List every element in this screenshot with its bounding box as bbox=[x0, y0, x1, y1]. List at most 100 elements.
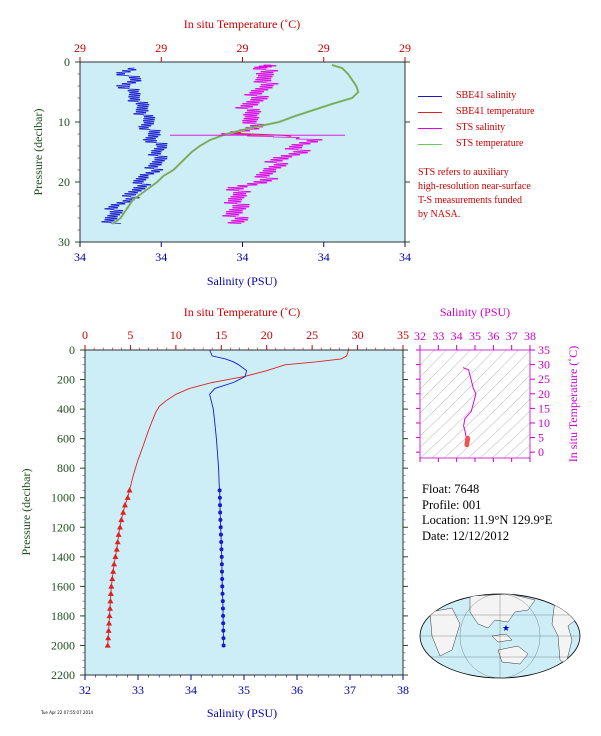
legend-label-sts-salinity: STS salinity bbox=[456, 122, 506, 133]
ts-isopycnal bbox=[491, 422, 530, 458]
profile-salinity-marker bbox=[219, 554, 224, 559]
profile-sal-tick-label: 36 bbox=[291, 683, 303, 697]
profile-panel: 0 5 10 15 20 25 30 35 32 33 34 35 36 37 38 0 200 400 600 80… bbox=[19, 305, 409, 720]
profile-salinity-marker bbox=[218, 525, 223, 530]
profile-temperature-marker bbox=[114, 538, 121, 545]
ts-isopycnal bbox=[515, 445, 530, 458]
profile-temperature-marker bbox=[105, 634, 112, 641]
top-sal-tick-label: 34 bbox=[74, 250, 86, 264]
profile-temperature-marker bbox=[115, 531, 122, 537]
sts-temperature-overlay bbox=[112, 64, 359, 225]
sts-note-line: T-S measurements funded bbox=[418, 195, 523, 206]
profile-pressure-tick-label: 200 bbox=[57, 373, 75, 387]
profile-sal-tick-label: 35 bbox=[238, 683, 250, 697]
sts-note-line: high-resolution near-surface bbox=[418, 181, 531, 192]
profile-pressure-tick-label: 1800 bbox=[51, 609, 75, 623]
ts-temp-tick-label: 25 bbox=[538, 372, 550, 386]
legend: SBE41 salinity SBE41 temperature STS sal… bbox=[418, 88, 535, 152]
profile-temperature-marker bbox=[118, 516, 125, 523]
profile-salinity-marker bbox=[218, 510, 223, 515]
ts-sal-tick-label: 35 bbox=[469, 329, 481, 343]
profile-temperature-marker bbox=[105, 627, 112, 633]
timestamp-footnote: Tue Apr 22 07:55:07 2014 bbox=[41, 710, 94, 715]
top-sal-tick-label: 34 bbox=[399, 250, 411, 264]
ts-temp-tick-label: 30 bbox=[538, 358, 550, 372]
profile-salinity-marker bbox=[221, 643, 226, 648]
profile-temperature-marker bbox=[108, 583, 115, 589]
ts-salinity-axis-label: Salinity (PSU) bbox=[440, 305, 510, 319]
legend-item-sbe-salinity: SBE41 salinity bbox=[418, 88, 535, 104]
profile-pressure-tick-label: 1000 bbox=[51, 491, 75, 505]
profile-temp-tick-label: 30 bbox=[352, 328, 364, 342]
ts-isopycnal bbox=[443, 374, 530, 458]
top-sal-tick-label: 34 bbox=[237, 250, 249, 264]
sts-note-line: by NASA. bbox=[418, 209, 461, 220]
sts-note-line: STS refers to auxiliary bbox=[418, 167, 509, 178]
location-map: ★ bbox=[419, 593, 581, 679]
top-temp-tick-label: 29 bbox=[318, 41, 330, 55]
profile-pressure-tick-label: 400 bbox=[57, 402, 75, 416]
top-pressure-axis-label: Pressure (decibar) bbox=[31, 109, 45, 196]
legend-swatch-sts-temperature bbox=[418, 143, 442, 145]
profile-pressure-tick-label: 800 bbox=[57, 461, 75, 475]
profile-pressure-tick-label: 600 bbox=[57, 432, 75, 446]
profile-temperature-marker bbox=[106, 612, 113, 619]
profile-temperature-marker bbox=[104, 642, 111, 648]
profile-salinity-marker bbox=[218, 532, 223, 537]
profile-temperature-marker bbox=[110, 568, 117, 574]
profile-salinity-marker bbox=[218, 517, 223, 522]
float-id: Float: 7648 bbox=[422, 482, 480, 496]
top-pressure-tick-label: 0 bbox=[64, 55, 70, 69]
profile-sal-tick-label: 34 bbox=[185, 683, 197, 697]
profile-temperature-marker bbox=[109, 575, 116, 582]
top-pressure-tick-label: 20 bbox=[58, 175, 70, 189]
ts-temperature-axis-label: In situ Temperature (˚C) bbox=[566, 346, 580, 463]
profile-temp-tick-label: 15 bbox=[215, 328, 227, 342]
profile-temperature-marker bbox=[126, 487, 133, 493]
profile-salinity-marker bbox=[220, 606, 225, 611]
profile-temperature-marker bbox=[107, 590, 114, 596]
profile-salinity-axis-label: Salinity (PSU) bbox=[207, 706, 277, 720]
ts-temp-tick-label: 15 bbox=[538, 401, 550, 415]
profile-temperature-marker bbox=[111, 561, 118, 567]
profile-temperature-marker bbox=[124, 494, 131, 500]
ts-sal-tick-label: 33 bbox=[432, 329, 444, 343]
ts-temp-tick-label: 0 bbox=[538, 445, 544, 459]
profile-pressure-tick-label: 0 bbox=[69, 343, 75, 357]
profile-salinity-marker bbox=[220, 569, 225, 574]
profile-pressure-tick-label: 2000 bbox=[51, 638, 75, 652]
profile-sal-tick-label: 37 bbox=[344, 683, 356, 697]
profile-salinity-marker bbox=[220, 576, 225, 581]
map-land-asia bbox=[469, 594, 536, 629]
ts-isopycnal bbox=[420, 350, 447, 378]
ts-isopycnal bbox=[420, 350, 507, 437]
ts-sal-tick-label: 32 bbox=[414, 329, 426, 343]
profile-temperature-marker bbox=[106, 605, 113, 611]
legend-item-sts-temperature: STS temperature bbox=[418, 136, 535, 152]
profile-temp-tick-label: 5 bbox=[127, 328, 133, 342]
profile-temp-tick-label: 10 bbox=[170, 328, 182, 342]
ts-temp-tick-label: 20 bbox=[538, 387, 550, 401]
ts-temp-tick-label: 35 bbox=[538, 343, 550, 357]
legend-swatch-sts-salinity bbox=[418, 127, 442, 129]
profile-temperature-marker bbox=[116, 524, 123, 530]
legend-label-sbe-temperature: SBE41 temperature bbox=[456, 106, 535, 117]
ts-isopycnal bbox=[420, 350, 435, 366]
profile-temp-tick-label: 35 bbox=[397, 328, 409, 342]
float-location-marker: ★ bbox=[502, 623, 510, 633]
profile-salinity-marker bbox=[217, 488, 222, 493]
profile-temperature-line bbox=[107, 349, 349, 646]
top-pressure-tick-label: 10 bbox=[58, 115, 70, 129]
profile-temp-tick-label: 20 bbox=[261, 328, 273, 342]
profile-temperature-marker bbox=[106, 620, 113, 626]
sts-note: STS refers to auxiliary high-resolution … bbox=[418, 166, 598, 222]
ts-isopycnal bbox=[431, 362, 530, 458]
top-sal-tick-label: 34 bbox=[155, 250, 167, 264]
ts-isopycnal bbox=[455, 386, 530, 458]
profile-salinity-marker bbox=[221, 621, 226, 626]
top-panel: 29 34 29 34 29 34 29 34 29 34 0 10 20 30 In situ Temp… bbox=[31, 17, 411, 288]
profile-salinity-marker bbox=[220, 591, 225, 596]
ts-sal-tick-label: 37 bbox=[506, 329, 518, 343]
legend-label-sts-temperature: STS temperature bbox=[456, 138, 524, 149]
